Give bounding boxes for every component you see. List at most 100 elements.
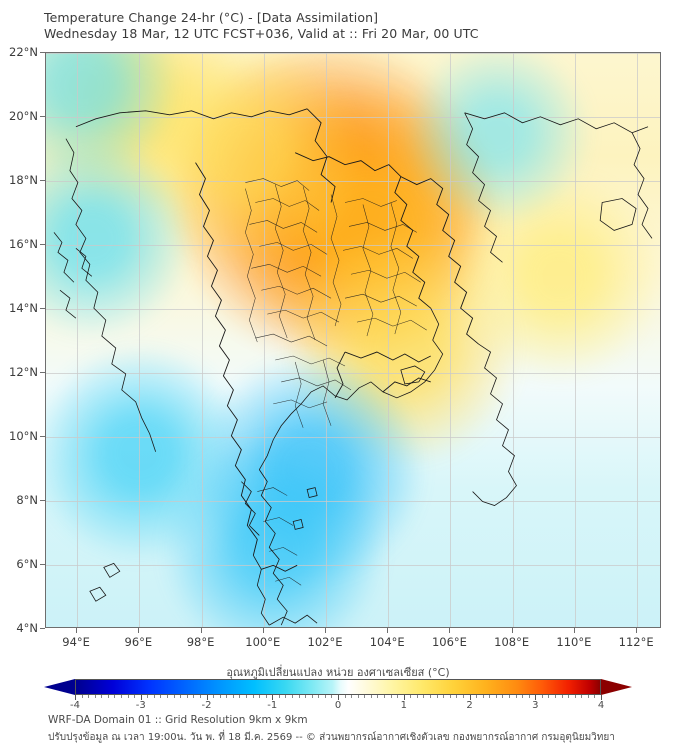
colorbar-minor-tick <box>245 695 247 698</box>
colorbar-minor-tick <box>265 695 267 698</box>
lat-tick <box>40 564 45 565</box>
colorbar-minor-tick <box>554 695 556 698</box>
lat-tick <box>40 180 45 181</box>
lon-tick-label: 110°E <box>556 635 592 649</box>
footer-credits: ปรับปรุงข้อมูล ณ เวลา 19:00น. วัน พ. ที่… <box>48 732 615 743</box>
colorbar-minor-tick <box>581 695 583 698</box>
gridline-lon <box>388 53 390 627</box>
colorbar-minor-tick <box>502 695 504 698</box>
colorbar-minor-tick <box>522 695 524 698</box>
gridline-lat <box>46 437 660 438</box>
colorbar-label: อุณหภูมิเปลี่ยนแปลง หน่วย องศาเซลเซียส (… <box>226 666 450 679</box>
gridline-lat <box>46 245 660 246</box>
colorbar-minor-tick <box>259 695 261 698</box>
gridline-lon <box>326 53 327 627</box>
colorbar-minor-tick <box>541 695 543 698</box>
colorbar-minor-tick <box>75 695 76 700</box>
colorbar-minor-tick <box>153 695 155 698</box>
gridline-lat <box>46 53 660 54</box>
colorbar-minor-tick <box>180 695 182 698</box>
colorbar-minor-tick <box>351 695 353 698</box>
gridline-lon <box>201 53 203 627</box>
gridline-lat <box>46 181 660 182</box>
lon-tick-label: 108°E <box>494 635 530 649</box>
colorbar-minor-tick <box>232 695 234 698</box>
colorbar-minor-tick <box>81 695 83 698</box>
temperature-anomaly-field <box>46 53 660 627</box>
lon-tick-label: 112°E <box>618 635 654 649</box>
gridline-lat <box>46 373 660 374</box>
colorbar-minor-tick <box>390 695 392 698</box>
gridline-lon <box>512 53 514 627</box>
lon-tick-label: 100°E <box>245 635 281 649</box>
gridline-lon <box>139 53 141 627</box>
colorbar-tick-label: 3 <box>532 700 539 711</box>
lon-tick-label: 106°E <box>431 635 467 649</box>
lon-tick <box>573 628 575 633</box>
footer: WRF-DA Domain 01 :: Grid Resolution 9km … <box>48 712 615 746</box>
page-title: Temperature Change 24-hr (°C) - [Data As… <box>44 10 479 42</box>
colorbar-minor-tick <box>140 695 142 700</box>
gridline-lat <box>46 501 660 502</box>
title-line-1: Temperature Change 24-hr (°C) - [Data As… <box>44 10 379 25</box>
lat-tick <box>40 116 45 117</box>
lon-tick-label: 104°E <box>369 635 405 649</box>
colorbar-minor-tick <box>88 695 90 698</box>
colorbar-minor-tick <box>403 695 405 700</box>
colorbar-minor-tick <box>587 695 589 698</box>
colorbar-tick-label: -1 <box>267 700 278 711</box>
longitude-axis: 94°E 96°E 98°E 100°E 102°E 104°E 106°E 108°E 110… <box>45 628 661 652</box>
colorbar-minor-tick <box>535 695 537 700</box>
colorbar-minor-tick <box>305 695 307 698</box>
colorbar-minor-tick <box>199 695 201 698</box>
lon-tick <box>636 628 638 633</box>
lon-tick <box>325 628 326 633</box>
lon-tick <box>76 628 78 633</box>
colorbar-minor-tick <box>357 695 359 698</box>
colorbar-minor-tick <box>344 695 346 698</box>
colorbar-minor-tick <box>377 695 379 698</box>
map-coastlines-and-borders <box>46 53 660 627</box>
lat-tick <box>40 244 45 245</box>
anomaly-blob <box>404 53 590 226</box>
colorbar-tick-label: -2 <box>201 700 212 711</box>
lat-tick <box>40 500 45 501</box>
colorbar-minor-tick <box>318 695 320 698</box>
colorbar-minor-tick <box>213 695 215 698</box>
lat-tick <box>40 628 45 629</box>
lat-tick <box>40 372 45 373</box>
colorbar-minor-tick <box>298 695 300 698</box>
map-plot-area[interactable] <box>45 52 661 628</box>
colorbar-minor-tick <box>436 695 438 698</box>
colorbar-minor-tick <box>574 695 576 698</box>
colorbar-tick-label: 2 <box>466 700 473 711</box>
colorbar-minor-tick <box>167 695 169 698</box>
colorbar-minor-tick <box>449 695 451 698</box>
colorbar-minor-tick <box>331 695 333 698</box>
colorbar-minor-tick <box>456 695 458 698</box>
gridline-lon <box>450 53 452 627</box>
colorbar-minor-tick <box>134 695 136 698</box>
colorbar-tick-label: 0 <box>334 700 342 711</box>
colorbar-tick-label: -3 <box>135 700 146 711</box>
colorbar-minor-tick <box>528 695 530 698</box>
colorbar-minor-tick <box>364 695 366 698</box>
lat-tick-label: 18°N <box>9 173 38 187</box>
colorbar-minor-tick <box>127 695 129 698</box>
colorbar-minor-tick <box>114 695 116 698</box>
anomaly-blob <box>162 438 384 627</box>
lon-tick-label: 94°E <box>62 635 90 649</box>
colorbar-minor-tick <box>147 695 149 698</box>
lon-tick <box>387 628 389 633</box>
lon-tick <box>449 628 451 633</box>
lon-tick-label: 102°E <box>307 635 343 649</box>
colorbar[interactable]: -4 -3 -2 -1 0 1 2 3 4 <box>44 679 632 711</box>
colorbar-minor-tick <box>193 695 195 698</box>
colorbar-minor-tick <box>186 695 188 698</box>
lat-tick-label: 22°N <box>9 45 38 59</box>
colorbar-minor-tick <box>561 695 563 698</box>
colorbar-minor-tick <box>489 695 491 698</box>
colorbar-extend-max-arrow <box>601 679 632 695</box>
colorbar-minor-tick <box>107 695 109 698</box>
gridline-lat <box>46 117 660 118</box>
